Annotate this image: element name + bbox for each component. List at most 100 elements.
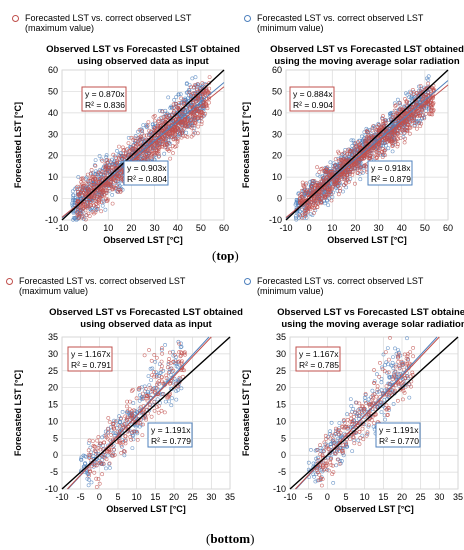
data-point [150,366,155,371]
data-point [104,153,109,158]
data-point [393,362,398,367]
data-point [182,350,187,355]
data-point [380,116,385,121]
data-point [371,146,376,151]
data-point [405,99,410,104]
data-point [323,458,328,463]
data-point [172,98,177,102]
data-point [191,129,196,134]
data-point [391,386,396,390]
data-point [165,365,170,370]
data-point [389,139,394,144]
data-point [92,463,97,468]
data-point [431,108,436,112]
data-point [79,176,84,181]
data-point [100,454,104,459]
data-point [396,348,401,353]
data-point [184,130,189,135]
data-point [398,102,403,107]
data-point [407,107,412,112]
data-point [70,189,75,194]
data-point [390,115,395,119]
data-point [416,114,421,119]
data-point [104,198,109,203]
data-point [185,96,190,101]
data-point [403,91,408,96]
data-point [89,168,94,172]
data-point [405,354,410,359]
data-point [182,99,187,104]
data-point [177,380,182,385]
data-point [321,467,326,472]
equation-box [295,346,341,372]
data-point [351,169,356,174]
data-point [107,420,112,424]
data-point [194,94,199,98]
data-point [98,441,103,446]
data-point [96,179,101,184]
data-point [391,112,396,117]
x-tick-label: 50 [420,223,430,233]
data-point [337,428,342,433]
data-point [293,214,298,219]
x-axis-label: Observed LST [°C] [106,504,186,514]
data-point [324,436,329,441]
y-tick-label: -10 [273,484,286,494]
data-point [395,97,400,102]
data-point [79,457,83,462]
data-point [85,204,90,209]
data-point [130,446,135,451]
data-point [162,151,167,156]
data-point [376,145,380,150]
data-point [390,388,395,393]
data-point [92,203,96,208]
data-point [377,146,381,151]
data-point [157,132,162,136]
data-point [94,191,99,196]
y-axis-label: Forecasted LST [°C] [241,102,251,188]
x-tick-label: 20 [126,223,136,233]
data-point [324,463,329,468]
data-point [348,412,353,417]
data-point [394,103,398,108]
x-tick-label: 20 [350,223,360,233]
data-point [403,112,408,116]
data-point [364,401,368,405]
data-point [336,164,341,169]
data-point [392,373,397,378]
data-point [199,122,204,127]
data-point [375,390,380,395]
data-point [89,480,94,485]
data-point [312,474,317,479]
data-point [334,180,339,185]
data-point [408,120,413,125]
data-point [82,192,87,197]
data-point [177,359,182,364]
data-point [426,99,431,103]
data-point [375,387,380,392]
data-point [144,417,149,422]
data-point [172,385,177,390]
y-tick-label: 10 [48,416,58,426]
data-point [417,113,422,118]
data-point [370,401,375,406]
data-point [137,424,142,429]
data-point [370,126,375,130]
data-point [99,176,103,181]
data-point [405,374,410,379]
data-point [304,189,309,194]
data-point [140,410,145,415]
data-point [154,386,159,391]
data-point [152,374,156,379]
data-point [341,450,345,455]
data-point [412,121,417,126]
data-point [95,172,100,177]
data-point [119,416,123,421]
data-point [90,187,95,192]
data-point [300,211,305,216]
data-point [365,138,370,143]
data-point [147,348,151,352]
data-point [145,147,150,151]
data-point [409,90,414,95]
data-point [322,449,326,453]
